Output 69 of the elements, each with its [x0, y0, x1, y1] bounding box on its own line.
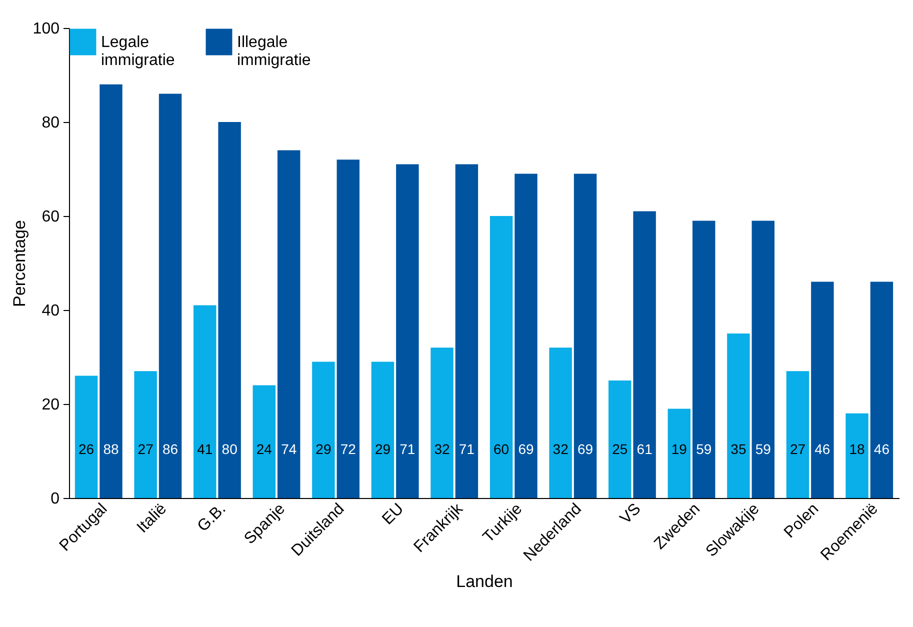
bar	[74, 376, 98, 498]
y-tick-label: 100	[32, 20, 60, 38]
data-label: 41	[197, 441, 213, 457]
data-label: 74	[281, 441, 297, 457]
y-tick-label: 40	[42, 302, 60, 320]
legend-label: Illegale immigratie	[237, 34, 311, 69]
data-label: 86	[162, 441, 178, 457]
data-label: 27	[790, 441, 806, 457]
x-tick-label: VS	[617, 500, 644, 528]
y-tick-label: 0	[50, 490, 60, 508]
bar	[336, 160, 360, 498]
bar	[158, 94, 182, 498]
bar	[430, 348, 454, 498]
data-label: 88	[103, 441, 119, 457]
x-tick-label: EU	[379, 500, 408, 528]
data-label: 27	[138, 441, 154, 457]
data-label: 61	[636, 441, 653, 457]
data-label: 71	[458, 441, 475, 457]
bar	[608, 380, 632, 498]
data-label: 29	[374, 441, 391, 457]
legend-label: Legale immigratie	[101, 34, 175, 69]
y-tick-label: 20	[42, 396, 60, 414]
bar	[490, 216, 513, 498]
bar	[455, 164, 478, 498]
data-label: 46	[814, 441, 830, 457]
bar	[668, 408, 691, 498]
data-label: 19	[671, 441, 688, 457]
data-label: 69	[518, 441, 534, 457]
bar	[549, 348, 572, 498]
bar	[218, 122, 241, 498]
data-label: 35	[730, 441, 746, 457]
bar	[194, 305, 216, 498]
y-axis-title: Percentage	[10, 220, 29, 307]
bar	[727, 334, 750, 498]
bar	[870, 282, 894, 498]
bar	[752, 220, 774, 498]
data-label: 24	[256, 441, 272, 457]
bar	[786, 371, 810, 498]
bar	[277, 150, 300, 498]
x-axis-title: Landen	[456, 572, 513, 592]
bar	[252, 385, 276, 498]
bar	[100, 84, 122, 498]
data-label: 46	[874, 441, 890, 457]
bar	[574, 174, 597, 498]
bar	[514, 174, 538, 498]
y-tick-label: 60	[42, 208, 60, 226]
x-tick-label: G.B.	[194, 500, 230, 536]
bar	[811, 282, 834, 498]
bar	[633, 211, 656, 498]
data-label: 59	[696, 441, 712, 457]
data-label: 71	[400, 441, 416, 457]
bar	[692, 220, 716, 498]
data-label: 59	[755, 441, 772, 457]
data-label: 60	[494, 441, 510, 457]
bar	[846, 413, 868, 498]
data-label: 72	[340, 441, 356, 457]
data-label: 32	[552, 441, 569, 457]
data-label: 69	[577, 441, 594, 457]
bar	[134, 371, 157, 498]
bar	[312, 362, 335, 498]
data-label: 80	[222, 441, 238, 457]
data-label: 26	[78, 441, 94, 457]
data-label: 32	[434, 441, 450, 457]
y-tick-label: 80	[42, 114, 60, 132]
bar	[371, 362, 394, 498]
data-label: 18	[849, 441, 866, 457]
bar	[396, 164, 419, 498]
data-label: 25	[612, 441, 628, 457]
data-label: 29	[316, 441, 332, 457]
